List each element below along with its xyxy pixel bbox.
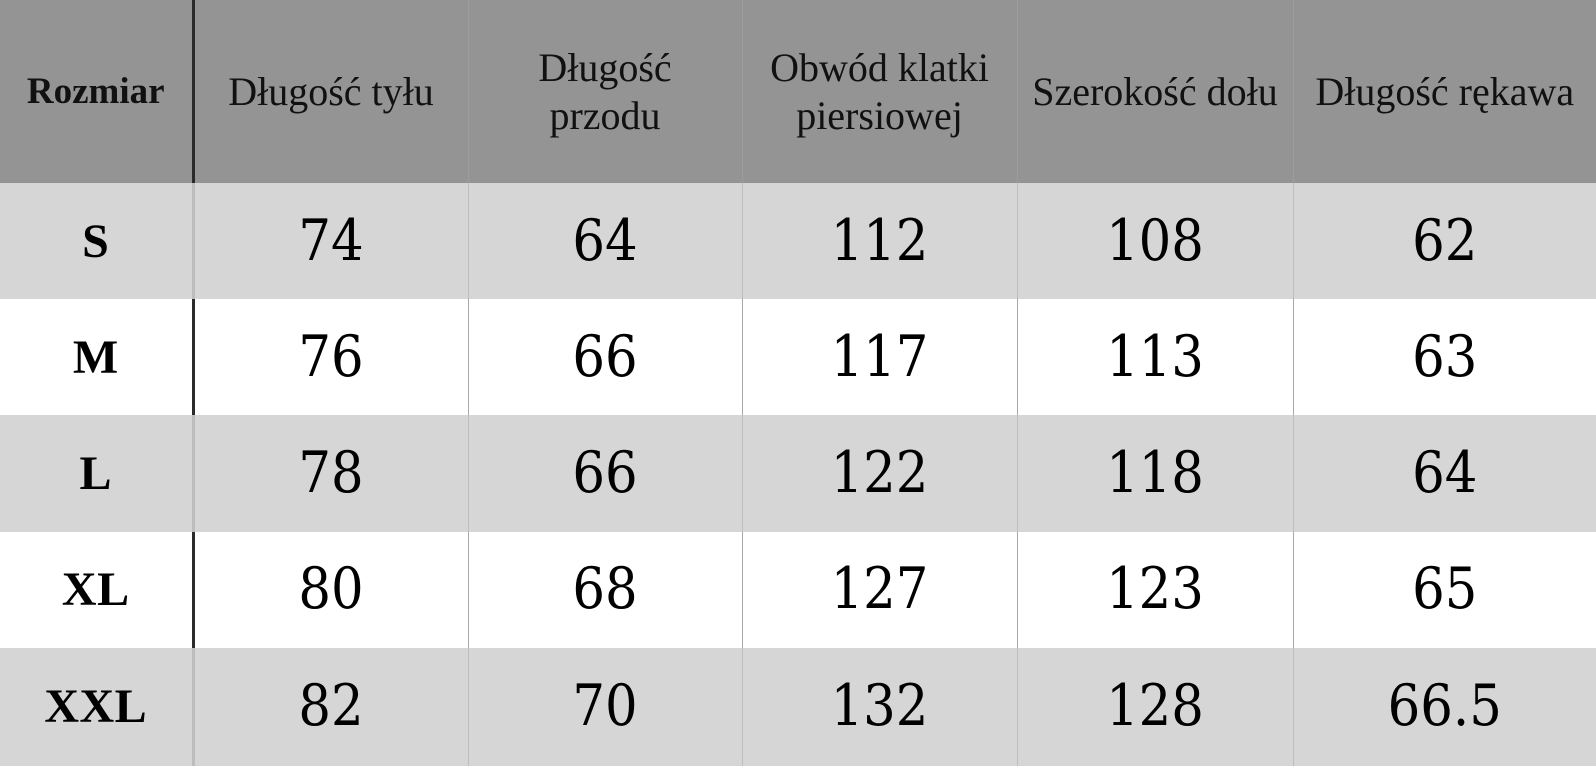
cell-sleeve-length: 65 (1412, 556, 1478, 623)
table-row: S 74 64 112 108 62 (0, 183, 1596, 300)
cell-bottom-width: 118 (1017, 415, 1294, 532)
cell-chest-circumference: 117 (742, 299, 1018, 416)
cell-size: XXL (0, 647, 195, 766)
table-row: M 76 66 117 113 63 (0, 299, 1596, 416)
cell-front-length: 64 (468, 183, 743, 300)
table-row: L 78 66 122 118 64 (0, 415, 1596, 532)
cell-front-length: 66 (468, 299, 743, 416)
table-row: XL 80 68 127 123 65 (0, 531, 1596, 648)
cell-size: S (0, 183, 195, 300)
column-header-size: Rozmiar (0, 0, 195, 183)
cell-back-length: 76 (193, 299, 469, 416)
cell-size: XL (0, 531, 195, 648)
table-row: XXL 82 70 132 128 66.5 (0, 647, 1596, 766)
cell-front-length: 70 (468, 647, 743, 766)
cell-bottom-width: 108 (1017, 183, 1294, 300)
cell-chest-circumference: 112 (742, 183, 1018, 300)
cell-front-length: 68 (468, 531, 743, 648)
column-header-back-length: Długość tyłu (193, 0, 469, 183)
cell-bottom-width: 113 (1017, 299, 1294, 416)
cell-front-length: 66 (468, 415, 743, 532)
column-header-chest-circumference: Obwód klatki piersiowej (742, 0, 1018, 183)
column-header-sleeve-length: Długość rękawa (1315, 68, 1575, 114)
cell-chest-circumference: 132 (742, 647, 1018, 766)
header-row: Rozmiar Długość tyłu Długość przodu Obwó… (0, 0, 1596, 183)
cell-sleeve-length: 63 (1412, 323, 1478, 390)
column-header-front-length: Długość przodu (468, 0, 743, 183)
table-body: S 74 64 112 108 62 M 76 66 117 113 63 L … (0, 183, 1596, 766)
cell-size: L (0, 415, 195, 532)
cell-bottom-width: 128 (1017, 647, 1294, 766)
cell-chest-circumference: 122 (742, 415, 1018, 532)
cell-sleeve-length: 64 (1412, 439, 1478, 506)
cell-chest-circumference: 127 (742, 531, 1018, 648)
cell-back-length: 74 (193, 183, 469, 300)
cell-size: M (0, 299, 195, 416)
column-header-bottom-width: Szerokość dołu (1017, 0, 1294, 183)
cell-sleeve-length: 62 (1412, 207, 1478, 274)
cell-back-length: 78 (193, 415, 469, 532)
cell-bottom-width: 123 (1017, 531, 1294, 648)
cell-sleeve-length: 66.5 (1387, 673, 1502, 740)
table-header: Rozmiar Długość tyłu Długość przodu Obwó… (0, 0, 1596, 183)
cell-back-length: 82 (193, 647, 469, 766)
cell-back-length: 80 (193, 531, 469, 648)
